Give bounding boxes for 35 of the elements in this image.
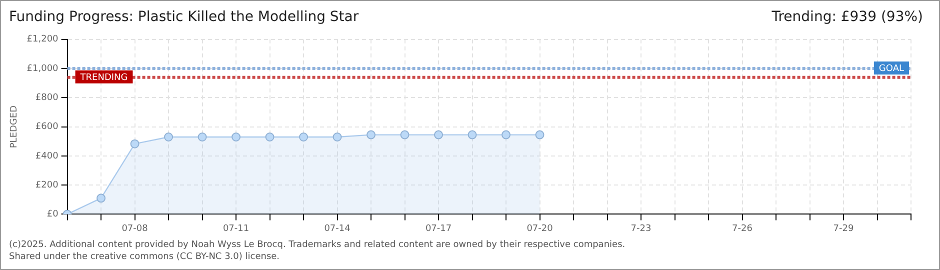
point — [332, 132, 342, 142]
point — [400, 130, 410, 140]
point — [130, 139, 140, 148]
point — [265, 132, 274, 142]
y-axis-title: PLEDGED — [10, 105, 20, 148]
y-tick-label: £800 — [35, 93, 59, 104]
y-tick-label: £400 — [35, 151, 59, 162]
point — [198, 132, 207, 142]
x-tick-label: 07-17 — [425, 224, 452, 234]
chart-title: Funding Progress: Plastic Killed the Modelling Star — [9, 9, 359, 27]
x-tick-label: 7-29 — [833, 224, 854, 234]
x-tick-label: 07-08 — [122, 224, 148, 234]
y-tick-label: £0 — [46, 210, 59, 220]
point — [502, 130, 511, 140]
x-tick-label: 07-20 — [526, 224, 554, 234]
y-tick-label: £600 — [35, 122, 59, 132]
y-tick-label: £200 — [35, 180, 59, 190]
point — [434, 130, 444, 140]
x-tick-label: 07-11 — [222, 224, 250, 234]
text: (c)2025. Additional content provided by Noah Wyss Le Brocq. Trademarks and related content are owned by their respective companies. — [9, 239, 626, 251]
point — [535, 130, 544, 140]
y-tick-label: £1,200 — [26, 34, 59, 45]
x-tick-label: 7-23 — [630, 224, 652, 234]
point — [164, 132, 174, 142]
chart-subtitle: Trending: £939 (93%) — [772, 9, 923, 27]
point — [232, 132, 241, 142]
ref-line-label: GOAL — [878, 64, 904, 74]
x-tick-label: 7-26 — [732, 224, 753, 234]
ref-line-label: TRENDING — [79, 72, 128, 83]
point — [366, 130, 376, 140]
point — [299, 132, 308, 142]
y-tick-label: £1,000 — [26, 64, 59, 74]
x-tick-label: 07-14 — [324, 224, 351, 234]
text: Shared under the creative commons (CC BY-NC 3.0) license. — [9, 251, 281, 263]
point — [468, 130, 477, 140]
